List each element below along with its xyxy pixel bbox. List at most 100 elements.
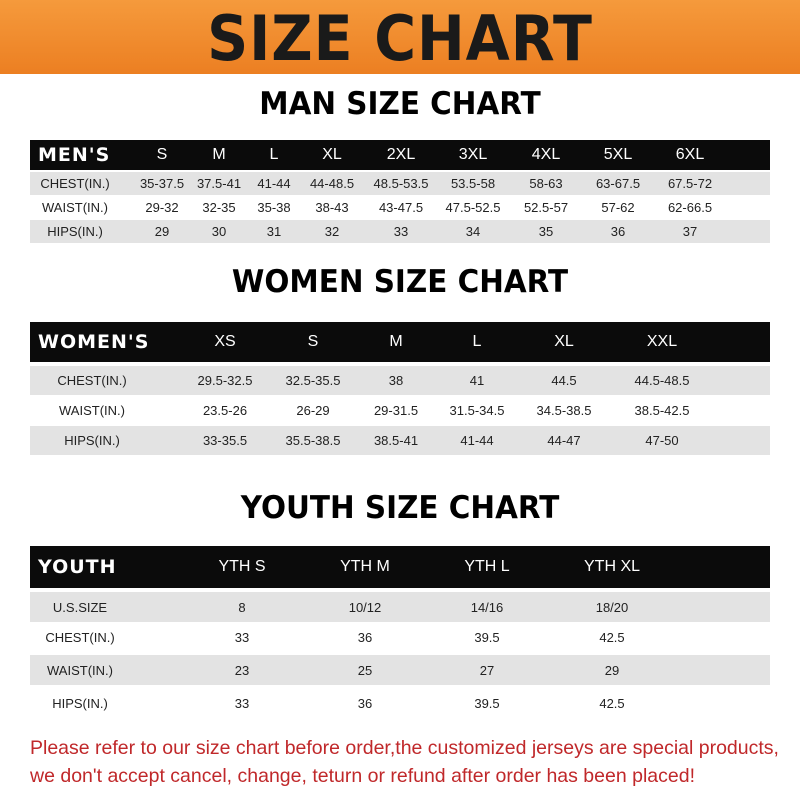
row-label: CHEST(IN.) (45, 629, 115, 645)
table-row: HIPS(IN.) 29 30 31 32 33 34 35 36 37 (30, 220, 770, 243)
table-cell: YTH M (340, 558, 390, 575)
table-header-row: WOMEN'S XS S M L XL XXL (30, 322, 770, 362)
table-row: CHEST(IN.) 33 36 39.5 42.5 (30, 622, 770, 652)
row-label: WAIST(IN.) (59, 403, 125, 418)
women-section-title: WOMEN SIZE CHART (231, 264, 569, 300)
table-cell: 29 (154, 224, 170, 239)
table-cell: XL (322, 146, 342, 163)
table-cell: S (307, 333, 319, 350)
table-cell: 32 (324, 224, 340, 239)
table-cell: 42.5 (599, 695, 625, 711)
youth-section-title: YOUTH SIZE CHART (240, 490, 560, 526)
row-label: WOMEN'S (38, 331, 150, 353)
table-cell: 31.5-34.5 (449, 403, 505, 418)
table-cell: 44.5-48.5 (634, 373, 690, 388)
row-label: WAIST(IN.) (47, 662, 113, 678)
table-cell: 26-29 (296, 403, 330, 418)
table-cell: 52.5-57 (523, 200, 569, 215)
table-cell: M (212, 146, 226, 163)
table-cell: 36 (357, 695, 373, 711)
table-cell: 23.5-26 (202, 403, 248, 418)
table-cell: 5XL (603, 146, 633, 163)
table-header-row: YOUTH YTH S YTH M YTH L YTH XL (30, 546, 770, 588)
table-row: HIPS(IN.) 33-35.5 35.5-38.5 38.5-41 41-44 44-… (30, 426, 770, 455)
table-cell: 31 (266, 224, 282, 239)
table-row: HIPS(IN.) 33 36 39.5 42.5 (30, 688, 770, 718)
row-label: HIPS(IN.) (47, 224, 103, 239)
table-cell: 8 (238, 599, 246, 615)
table-cell: L (472, 333, 482, 350)
table-cell: XL (554, 333, 574, 350)
table-cell: 33-35.5 (202, 433, 248, 448)
table-cell: 39.5 (474, 629, 500, 645)
table-cell: XS (214, 333, 236, 350)
table-cell: 63-67.5 (595, 176, 641, 191)
table-cell: 34 (465, 224, 481, 239)
row-label: HIPS(IN.) (52, 695, 108, 711)
notice-line-1: Please refer to our size chart before or… (30, 737, 779, 759)
table-cell: 10/12 (348, 599, 382, 615)
table-cell: 41-44 (257, 176, 291, 191)
table-cell: M (389, 333, 403, 350)
table-cell: 29-32 (145, 200, 179, 215)
table-cell: 41 (469, 373, 485, 388)
table-cell: 33 (234, 629, 250, 645)
table-row: CHEST(IN.) 35-37.5 37.5-41 41-44 44-48.5 48.5… (30, 172, 770, 195)
table-cell: 42.5 (599, 629, 625, 645)
table-cell: 35 (538, 224, 554, 239)
table-row: WAIST(IN.) 23.5-26 26-29 29-31.5 31.5-34.5 34… (30, 396, 770, 425)
table-cell: 2XL (386, 146, 416, 163)
row-label: HIPS(IN.) (64, 433, 120, 448)
table-cell: YTH XL (583, 558, 641, 575)
banner-title: SIZE CHART (207, 2, 593, 75)
row-label: WAIST(IN.) (42, 200, 108, 215)
table-cell: XXL (646, 333, 678, 350)
table-cell: 53.5-58 (450, 176, 496, 191)
table-cell: 18/20 (595, 599, 629, 615)
table-cell: 30 (211, 224, 227, 239)
table-cell: 44-47 (547, 433, 581, 448)
table-cell: 67.5-72 (667, 176, 713, 191)
table-cell: 32.5-35.5 (285, 373, 341, 388)
table-cell: 29-31.5 (373, 403, 419, 418)
table-cell: 33 (234, 695, 250, 711)
table-cell: 25 (357, 662, 373, 678)
table-cell: 3XL (458, 146, 488, 163)
table-cell: 29.5-32.5 (197, 373, 253, 388)
table-cell: 38.5-42.5 (634, 403, 690, 418)
table-cell: 34.5-38.5 (536, 403, 592, 418)
table-cell: YTH L (464, 558, 510, 575)
row-label: CHEST(IN.) (40, 176, 110, 191)
table-cell: 36 (610, 224, 626, 239)
row-label: U.S.SIZE (52, 599, 108, 615)
table-cell: 38.5-41 (373, 433, 419, 448)
table-row: CHEST(IN.) 29.5-32.5 32.5-35.5 38 41 44.5 44.5… (30, 366, 770, 395)
banner: SIZE CHART (0, 0, 800, 75)
row-label: CHEST(IN.) (57, 373, 127, 388)
table-cell: 4XL (531, 146, 561, 163)
table-cell: 27 (479, 662, 495, 678)
table-cell: L (269, 146, 279, 163)
order-notice: Please refer to our size chart before or… (30, 734, 780, 790)
table-cell: 35.5-38.5 (285, 433, 341, 448)
table-cell: 33 (393, 224, 409, 239)
table-cell: 47-50 (645, 433, 679, 448)
table-header-row: MEN'S S M L XL 2XL 3XL 4XL 5XL 6XL (30, 140, 770, 170)
table-cell: 14/16 (470, 599, 504, 615)
table-cell: 6XL (675, 146, 705, 163)
table-cell: 38-43 (315, 200, 349, 215)
table-cell: 47.5-52.5 (445, 200, 501, 215)
table-cell: 36 (357, 629, 373, 645)
table-cell: 62-66.5 (667, 200, 713, 215)
table-row: WAIST(IN.) 23 25 27 29 (30, 655, 770, 685)
men-section-title: MAN SIZE CHART (259, 86, 541, 122)
table-cell: 38 (388, 373, 404, 388)
table-cell: 37 (682, 224, 698, 239)
table-cell: 41-44 (460, 433, 494, 448)
table-cell: 58-63 (529, 176, 563, 191)
table-row: U.S.SIZE 8 10/12 14/16 18/20 (30, 592, 770, 622)
table-cell: 37.5-41 (196, 176, 242, 191)
table-cell: 57-62 (601, 200, 635, 215)
table-cell: 48.5-53.5 (373, 176, 429, 191)
table-cell: 35-38 (257, 200, 291, 215)
